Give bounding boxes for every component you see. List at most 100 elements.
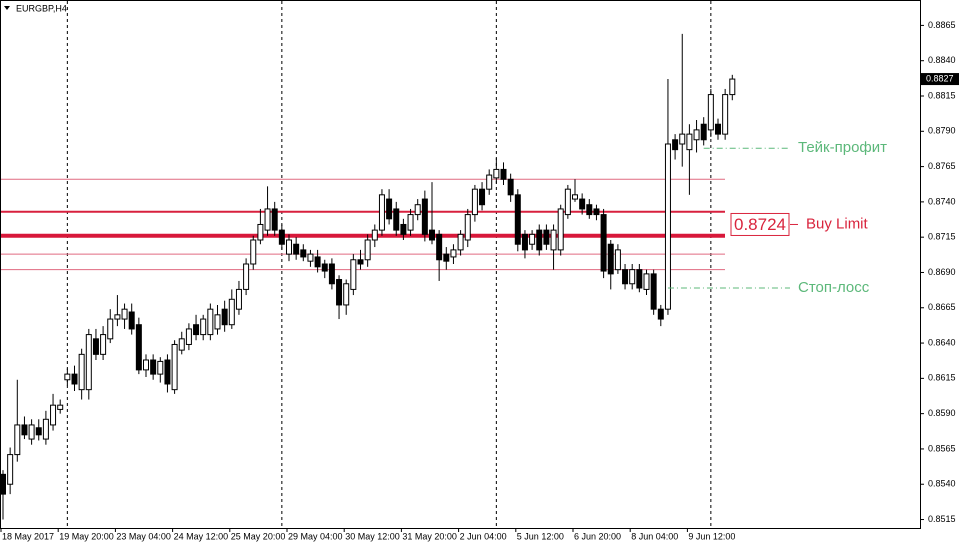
candle-body xyxy=(28,424,35,440)
candle-body xyxy=(400,223,407,235)
x-tick-label: 31 May 20:00 xyxy=(402,531,457,541)
y-tick-label: 0.8790 xyxy=(928,126,956,136)
candle-body xyxy=(672,139,679,151)
candle-body xyxy=(622,269,629,285)
candle-body xyxy=(443,253,450,262)
candle-body xyxy=(185,328,192,345)
candle-body xyxy=(121,308,128,320)
candle-body xyxy=(164,359,171,385)
candle-body xyxy=(514,194,521,245)
candle-body xyxy=(378,194,385,231)
candle-body xyxy=(57,404,64,410)
candle-body xyxy=(328,263,335,285)
candle-body xyxy=(343,283,350,306)
x-tick-label: 29 May 04:00 xyxy=(288,531,343,541)
candle-body xyxy=(286,239,292,255)
candle-body xyxy=(550,229,557,251)
candle-body xyxy=(157,360,164,375)
candle-body xyxy=(471,188,478,216)
candle-body xyxy=(429,229,435,241)
candle-body xyxy=(307,253,314,262)
candle-body xyxy=(0,473,6,495)
y-tick-label: 0.8765 xyxy=(928,161,956,171)
x-tick-label: 23 May 04:00 xyxy=(116,531,171,541)
x-tick-label: 2 Jun 04:00 xyxy=(460,531,507,541)
candle-body xyxy=(143,359,149,371)
last-price-box xyxy=(921,73,959,86)
candle-body xyxy=(321,263,328,272)
candle-body xyxy=(171,343,178,391)
candle-body xyxy=(193,324,200,336)
candle-body xyxy=(207,308,214,336)
candle-body xyxy=(150,359,157,375)
candle-body xyxy=(364,239,371,261)
candle-body xyxy=(371,229,378,241)
order-label: Buy Limit xyxy=(806,215,869,232)
candle-body xyxy=(722,94,729,135)
candle-body xyxy=(100,334,107,355)
candle-body xyxy=(650,273,657,310)
y-tick-label: 0.8865 xyxy=(928,20,956,30)
candle-body xyxy=(42,418,49,440)
y-tick-label: 0.8515 xyxy=(928,514,956,524)
candle-body xyxy=(700,123,707,141)
candle-body xyxy=(457,233,464,251)
candle-body xyxy=(178,338,185,351)
candle-body xyxy=(71,373,78,385)
candle-body xyxy=(257,223,264,241)
candle-body xyxy=(436,233,443,261)
candle-body xyxy=(629,269,636,285)
y-tick-label: 0.8715 xyxy=(928,232,956,242)
candle-body xyxy=(715,123,721,135)
y-tick-label: 0.8740 xyxy=(928,196,956,206)
candle-body xyxy=(493,168,500,179)
y-tick-label: 0.8615 xyxy=(928,373,956,383)
candle-body xyxy=(214,314,221,330)
x-tick-label: 24 May 12:00 xyxy=(174,531,229,541)
candle-body xyxy=(479,188,486,206)
candle-body xyxy=(529,233,536,245)
candle-body xyxy=(536,229,543,251)
y-tick-label: 0.8640 xyxy=(928,337,956,347)
y-tick-label: 0.8665 xyxy=(928,302,956,312)
candle-body xyxy=(664,143,671,310)
x-tick-label: 6 Jun 20:00 xyxy=(574,531,621,541)
y-tick-label: 0.8815 xyxy=(928,90,956,100)
candle-body xyxy=(21,424,28,436)
candle-body xyxy=(128,311,135,330)
last-price-label: 0.8827 xyxy=(926,73,954,83)
candle-body xyxy=(78,353,85,391)
candle-body xyxy=(300,249,307,258)
symbol-menu-icon[interactable] xyxy=(4,6,10,10)
target-label: Тейк-профит xyxy=(798,139,887,156)
x-tick-label: 9 Jun 12:00 xyxy=(688,531,735,541)
candle-body xyxy=(228,298,235,326)
candle-body xyxy=(200,318,207,336)
candle-body xyxy=(557,208,564,251)
x-tick-label: 5 Jun 12:00 xyxy=(517,531,564,541)
order-box xyxy=(730,212,790,236)
candle-body xyxy=(614,249,621,271)
candle-body xyxy=(250,239,257,265)
candle-body xyxy=(336,279,343,306)
candle-body xyxy=(393,208,400,231)
chart-title: EURGBP,H4 xyxy=(16,3,67,13)
candle-body xyxy=(7,454,14,485)
candle-body xyxy=(50,404,57,426)
candle-body xyxy=(464,214,471,241)
candle-body xyxy=(707,94,714,131)
candle-body xyxy=(543,229,550,245)
candle-body xyxy=(235,288,242,310)
x-tick-label: 19 May 20:00 xyxy=(59,531,114,541)
candle-body xyxy=(85,334,92,391)
candle-body xyxy=(657,308,664,320)
candle-body xyxy=(564,188,571,216)
candle-body xyxy=(243,263,250,290)
candle-body xyxy=(221,308,228,326)
candle-body xyxy=(572,194,578,200)
candle-body xyxy=(414,204,421,216)
candle-body xyxy=(500,168,507,180)
candle-body xyxy=(14,424,21,456)
candle-body xyxy=(450,249,457,258)
y-tick-label: 0.8840 xyxy=(928,55,956,65)
